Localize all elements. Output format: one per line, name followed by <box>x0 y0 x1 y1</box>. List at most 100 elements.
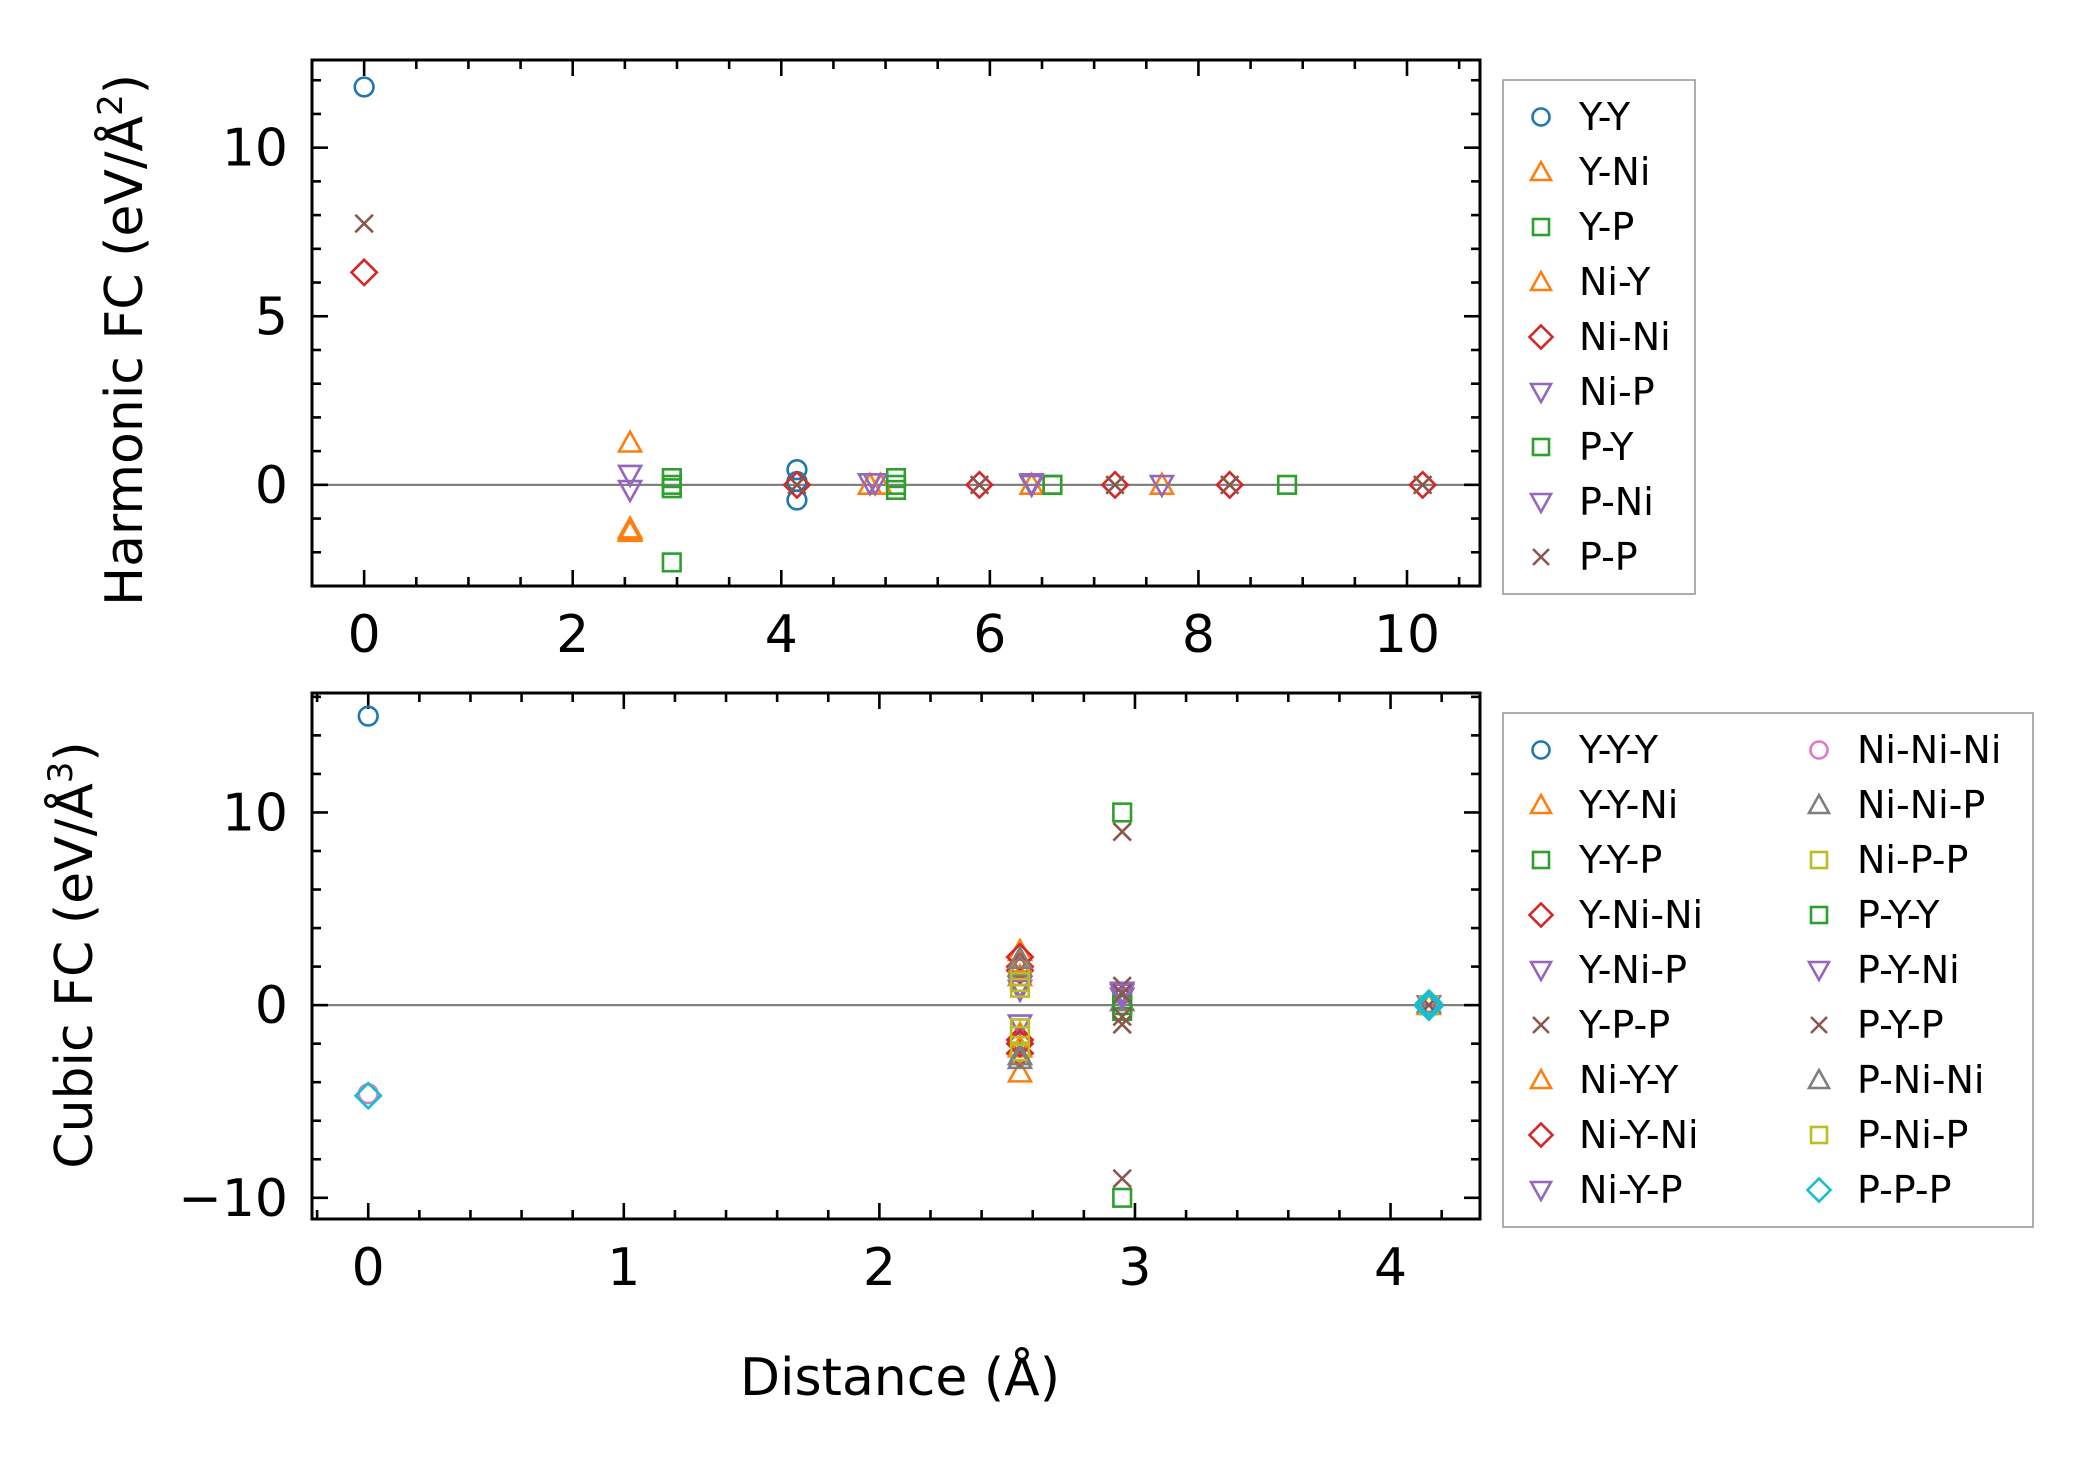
data-point-ni-ni <box>1408 470 1438 500</box>
legend-marker-y-y <box>1531 107 1551 127</box>
x-tick-label: 0 <box>348 605 381 665</box>
y-tick-label: −10 <box>178 1169 288 1229</box>
y-axis-label-end: ) <box>95 74 155 94</box>
y-tick-label: 10 <box>222 119 288 179</box>
data-point-ni-ni <box>782 470 812 500</box>
data-point-ni-y <box>616 516 644 541</box>
plot-frame <box>310 691 1482 1221</box>
data-point-p-p <box>1219 475 1240 495</box>
x-tick-label: 2 <box>863 1238 896 1298</box>
data-point-y-p-p <box>1112 822 1132 842</box>
legend-marker-p-y-y <box>1809 905 1829 925</box>
data-point-y-p-p <box>1112 1014 1132 1035</box>
legend-marker-y-y-y <box>1531 740 1551 760</box>
y-axis-label-exponent: 2 <box>91 94 131 116</box>
legend-label: Ni-Y-Ni <box>1579 1113 1699 1157</box>
legend: Y-Y-Y Y-Y-Ni Y-Y-P Y-Ni-Ni Y-Ni-P Y-P-P Ni-Y-Y… <box>1502 712 2034 1228</box>
legend-marker-p-y <box>1531 437 1551 457</box>
x-tick-label: 10 <box>1374 605 1440 665</box>
legend-marker-p-p-p <box>1805 1176 1833 1204</box>
data-point-p-y-y <box>1112 995 1133 1016</box>
x-axis-label: Distance (Å) <box>740 1346 1060 1408</box>
legend-marker-ni-p-p <box>1809 850 1829 870</box>
x-tick-label: 2 <box>556 605 589 665</box>
data-point-p-p <box>354 213 374 234</box>
data-points <box>349 76 1438 573</box>
data-point-y-y <box>786 459 808 481</box>
legend-marker-y-y-p <box>1531 850 1551 870</box>
x-tick-label: 0 <box>352 1238 385 1298</box>
legend-label: P-Y-Ni <box>1857 948 1960 992</box>
legend-label: Y-P <box>1578 205 1634 249</box>
legend-marker-ni-y-p <box>1528 1180 1554 1203</box>
tick-labels: 0 2 4 6 8 10 0 5 10 <box>222 119 1440 665</box>
legend-marker-y-ni <box>1528 159 1554 182</box>
legend-marker-ni-ni-ni <box>1809 740 1829 760</box>
data-point-p-p-p <box>353 1081 383 1111</box>
data-point-ni-y-y <box>1006 949 1034 973</box>
legend-label: P-Y <box>1579 425 1634 469</box>
legend-label: P-Y-Y <box>1857 893 1940 937</box>
legend-label: Y-Ni-P <box>1578 948 1687 992</box>
legend: Y-Y Y-Ni Y-P Ni-Y Ni-Ni Ni-P P-Y P-Ni P-P <box>1502 79 1696 595</box>
data-point-ni-p <box>1148 474 1176 499</box>
legend-label: Ni-Ni-P <box>1857 783 1985 827</box>
data-point-p-y-ni <box>1108 983 1136 1008</box>
legend-label: Ni-P-P <box>1857 838 1968 882</box>
data-point-p-p-p <box>1414 990 1444 1020</box>
data-point-p-ni-p <box>1009 971 1031 993</box>
data-points <box>353 705 1444 1208</box>
x-tick-label: 6 <box>973 605 1006 665</box>
legend-box <box>1502 712 2034 1228</box>
legend-marker-y-p <box>1531 217 1551 237</box>
y-axis-label-exponent: 3 <box>41 762 81 784</box>
legend-label: Y-P-P <box>1578 1003 1670 1047</box>
x-tick-label: 4 <box>765 605 798 665</box>
data-point-p-p <box>787 475 807 495</box>
data-point-y-y-p <box>1112 802 1133 823</box>
legend-label: P-Ni-P <box>1857 1113 1968 1157</box>
legend-marker-p-ni <box>1528 492 1554 515</box>
legend-marker-y-p-p <box>1532 1016 1550 1034</box>
y-axis-label-main: Cubic FC (eV/Å <box>43 783 105 1169</box>
data-point-p-ni-ni <box>1006 945 1034 969</box>
y-tick-label: 0 <box>255 976 288 1036</box>
y-axis-label: Cubic FC (eV/Å3) <box>41 741 105 1168</box>
legend-marker-p-y-p <box>1810 1016 1828 1034</box>
legend-marker-ni-ni-p <box>1806 792 1832 815</box>
data-point-p-ni <box>1018 474 1045 499</box>
data-point-ni-p <box>616 464 644 489</box>
data-point-y-p <box>1276 474 1298 495</box>
data-point-y-y <box>353 76 375 98</box>
data-point-p-y-p <box>1112 1006 1132 1027</box>
x-tick-label: 8 <box>1182 605 1215 665</box>
legend-marker-ni-y-ni <box>1527 1121 1555 1149</box>
legend-label: Y-Y-Y <box>1578 728 1659 772</box>
legend-marker-ni-y <box>1528 269 1554 292</box>
data-point-ni-ni <box>1100 470 1130 500</box>
data-point-p-y <box>1042 474 1063 495</box>
data-point-ni-p-p <box>1418 995 1439 1016</box>
data-point-y-y-y <box>357 705 379 727</box>
data-point-y-ni-ni <box>1005 942 1035 972</box>
x-tick-label: 3 <box>1118 1238 1151 1298</box>
legend-marker-p-y-ni <box>1806 960 1832 983</box>
legend-label: Ni-Ni <box>1579 315 1671 359</box>
data-point-p-p-p <box>1414 988 1444 1018</box>
data-point-y-p-p <box>1112 1168 1132 1189</box>
data-point-p-p <box>1105 475 1125 495</box>
legend-marker-y-y-ni <box>1528 792 1554 815</box>
legend-label: Ni-Y-P <box>1579 1168 1683 1212</box>
data-point-ni-ni-p <box>1006 952 1034 977</box>
legend-marker-p-ni-p <box>1809 1125 1829 1145</box>
y-axis-label-end: ) <box>45 741 105 761</box>
data-point-ni-ni <box>964 470 994 500</box>
data-point-ni-p <box>616 479 644 504</box>
data-point-p-y-p <box>1112 983 1132 1004</box>
legend-label: Ni-Y <box>1579 260 1651 304</box>
data-point-p-ni <box>861 473 889 497</box>
y-tick-label: 0 <box>255 456 288 516</box>
